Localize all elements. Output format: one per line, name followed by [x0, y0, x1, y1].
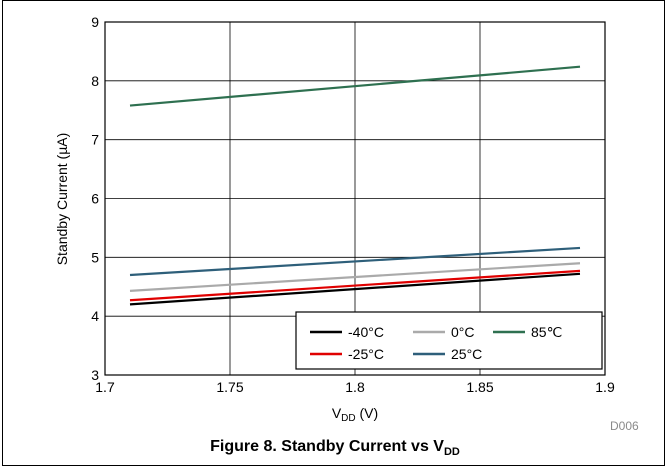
x-axis-label-sub: DD: [341, 413, 355, 424]
legend-label: -25°C: [348, 346, 384, 362]
x-tick-label: 1.85: [466, 379, 493, 395]
y-tick-label: 5: [91, 249, 99, 265]
plot-area-border: [104, 21, 606, 376]
x-tick-label: 1.7: [95, 379, 115, 395]
x-axis-ticks: 1.7 1.75 1.8 1.85 1.9: [95, 379, 615, 395]
series-line: [129, 269, 581, 302]
y-axis-label: Standby Current (µA): [54, 133, 70, 266]
x-tick-label: 1.8: [345, 379, 365, 395]
series-lines: [129, 65, 581, 306]
series-line: [129, 246, 581, 277]
series-line: [129, 272, 581, 306]
y-axis-ticks: 3 4 5 6 7 8 9: [91, 14, 99, 383]
legend-label: 85℃: [531, 324, 562, 340]
legend-label: 25°C: [451, 346, 482, 362]
y-tick-label: 8: [91, 73, 99, 89]
legend-box: [295, 311, 603, 370]
figure-caption: Figure 8. Standby Current vs VDD: [0, 438, 670, 458]
x-axis-label: VDD (V): [332, 405, 378, 424]
figure-code: D006: [610, 419, 639, 433]
y-tick-label: 3: [91, 367, 99, 383]
series-line: [129, 65, 581, 107]
caption-sub: DD: [443, 446, 460, 459]
x-axis-label-main: V: [332, 405, 342, 421]
legend-label: -40°C: [348, 324, 384, 340]
y-tick-label: 4: [91, 308, 99, 324]
legend-label: 0°C: [451, 324, 475, 340]
legend-items: -40°C 0°C 85℃ -25°C 25°C: [310, 324, 562, 362]
legend: -40°C 0°C 85℃ -25°C 25°C: [295, 311, 603, 370]
y-tick-label: 6: [91, 191, 99, 207]
caption-prefix: Figure 8. Standby Current vs V: [210, 438, 444, 455]
y-tick-label: 7: [91, 132, 99, 148]
x-tick-label: 1.75: [216, 379, 243, 395]
series-line: [129, 262, 581, 292]
x-tick-label: 1.9: [595, 379, 615, 395]
x-axis-label-suffix: (V): [356, 405, 379, 421]
y-tick-label: 9: [91, 14, 99, 30]
